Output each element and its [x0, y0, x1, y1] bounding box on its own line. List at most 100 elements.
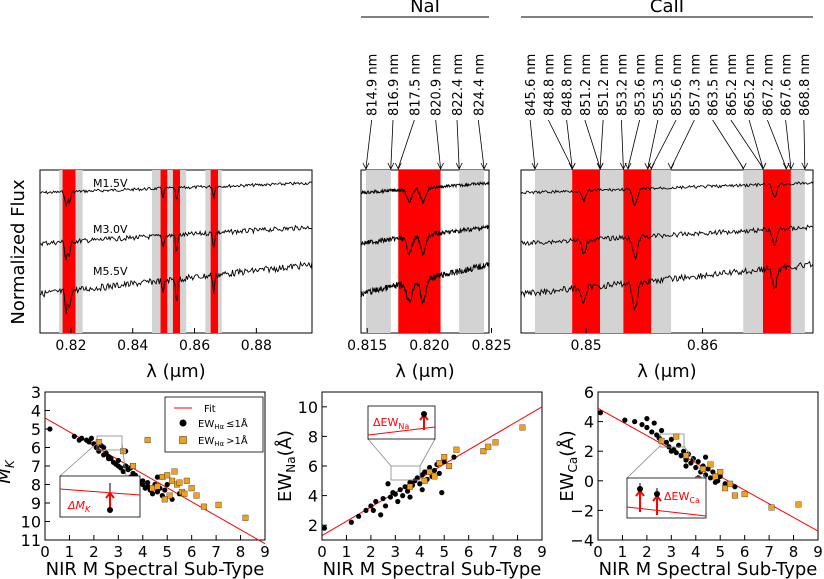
legend-low-sub: Hα [214, 423, 224, 431]
s3-point-low-25 [702, 472, 709, 478]
s1-point-low-11 [101, 444, 107, 451]
nai-xlabel: λ (μm) [395, 361, 454, 382]
s2-point-low-5 [373, 498, 379, 505]
p1-band-10 [218, 170, 222, 333]
s1-ytick-label-5: 8 [31, 476, 41, 495]
s2-point-low-12 [395, 498, 401, 505]
p2-line-label-3: 820.9 nm [430, 54, 445, 116]
s1-point-high-14 [193, 492, 200, 499]
s1-xtick-label-7: 7 [211, 543, 221, 561]
s3-point-high-10 [741, 491, 748, 498]
legend-low-label: EWHα ≤1Å [198, 417, 248, 431]
s3-xtick-label-6: 6 [740, 543, 750, 561]
s3-ytick-label-5: 6 [584, 383, 594, 402]
p2-line-label-1: 816.9 nm [387, 54, 402, 116]
s1-point-high-10 [176, 479, 183, 486]
p2-line-label-2: 817.5 nm [408, 54, 423, 116]
s1-point-low-20 [118, 465, 124, 471]
mk-inset-fit [59, 488, 141, 496]
s1-point-high-2 [130, 463, 136, 469]
p3-arrow-7 [647, 119, 659, 169]
s1-xtick-label-5: 5 [162, 543, 172, 561]
s3-ytick-label-4: 4 [584, 413, 594, 432]
p1-band-2 [75, 170, 83, 333]
s3-point-low-34 [651, 420, 657, 426]
s1-xtick-label-0: 0 [40, 543, 50, 561]
s2-point-high-2 [431, 473, 438, 480]
full-spectra-ylabel: Normalized Flux [8, 179, 29, 325]
s2-point-low-15 [402, 484, 408, 490]
s2-point-low-11 [392, 491, 398, 497]
s2-point-low-13 [397, 487, 403, 493]
p1-xtick-label-3: 0.88 [241, 338, 272, 354]
ca-inset-source-box [659, 433, 685, 448]
p3-band-7 [790, 170, 805, 333]
mk-inset-label: ΔMK [67, 499, 91, 514]
s2-point-high-3 [436, 460, 443, 466]
p2-spectrum-2 [360, 261, 490, 305]
mk-inset-box [59, 475, 141, 518]
s3-point-low-27 [707, 475, 714, 481]
s3-xtick-label-1: 1 [618, 543, 628, 561]
s2-point-low-25 [426, 464, 433, 471]
s2-point-high-7 [480, 448, 487, 455]
na-inset-source-box [390, 465, 421, 481]
p3-line-label-5: 853.2 nm [615, 54, 630, 116]
p3-line-label-15: 868.8 nm [798, 54, 813, 116]
s2-point-low-1 [348, 519, 354, 525]
s1-point-high-17 [242, 514, 249, 521]
s2-point-high-9 [492, 439, 499, 446]
s1-point-low-31 [140, 481, 146, 488]
p3-line-label-2: 848.8 nm [561, 54, 576, 116]
s1-point-low-1 [71, 433, 77, 439]
p3-line-label-6: 853.6 nm [634, 54, 649, 116]
ca-ylabel: EWCa(Å) [556, 430, 580, 501]
s1-xtick-label-3: 3 [114, 543, 124, 561]
s3-point-low-28 [710, 469, 716, 475]
p1-band-8 [205, 170, 211, 333]
s3-point-high-12 [795, 501, 802, 508]
legend-fit-label: Fit [204, 404, 216, 415]
p1-band-1 [62, 170, 76, 333]
ca-inset-label-sub: Ca [689, 496, 700, 505]
na-ylabel-tail: (Å) [274, 430, 296, 456]
s1-point-high-0 [95, 438, 102, 445]
mk-ylabel-sub: K [3, 459, 17, 468]
na-inset-connector-a [367, 438, 392, 467]
p3-band-1 [572, 170, 601, 333]
p1-spectrum-1 [39, 224, 313, 261]
s3-point-low-13 [673, 450, 679, 456]
s1-ytick-label-8: 11 [21, 531, 41, 550]
p3-arrow-8 [650, 119, 677, 169]
p2-xtick-label-1: 0.820 [409, 338, 449, 354]
s3-point-low-4 [644, 424, 650, 431]
s2-ytick-label-1: 4 [308, 487, 318, 506]
s1-point-low-46 [145, 480, 151, 486]
s1-point-low-30 [140, 478, 146, 484]
ca-xlabel: NIR M Spectral Sub-Type [599, 559, 818, 579]
caii-xlabel: λ (μm) [637, 361, 696, 382]
p3-arrow-15 [803, 119, 806, 169]
ca-inset-label: ΔEWCa [664, 490, 700, 505]
p3-arrowhead-14 [787, 162, 795, 170]
s2-point-high-0 [407, 483, 413, 490]
p3-arrow-1 [548, 119, 573, 169]
s2-point-low-8 [382, 503, 389, 509]
p3-xtick-label-1: 0.86 [687, 338, 718, 354]
s3-point-low-8 [658, 427, 665, 434]
mk-inset-connector-a [59, 442, 98, 477]
s1-point-high-4 [154, 483, 161, 490]
s2-ytick-label-4: 10 [298, 398, 318, 417]
mk-ylabel: MK [0, 459, 17, 484]
mk-inset-connector-b [121, 442, 127, 477]
p2-xtick-label-0: 0.815 [347, 338, 387, 354]
s2-point-low-35 [407, 494, 413, 500]
s3-point-low-39 [715, 478, 721, 484]
na-ylabel: EWNa(Å) [274, 430, 298, 502]
p3-arrowhead-6 [624, 162, 632, 170]
s3-xtick-label-7: 7 [764, 543, 774, 561]
p1-band-6 [172, 170, 181, 333]
s3-point-low-38 [702, 454, 709, 460]
s3-ytick-label-1: −2 [570, 501, 594, 520]
